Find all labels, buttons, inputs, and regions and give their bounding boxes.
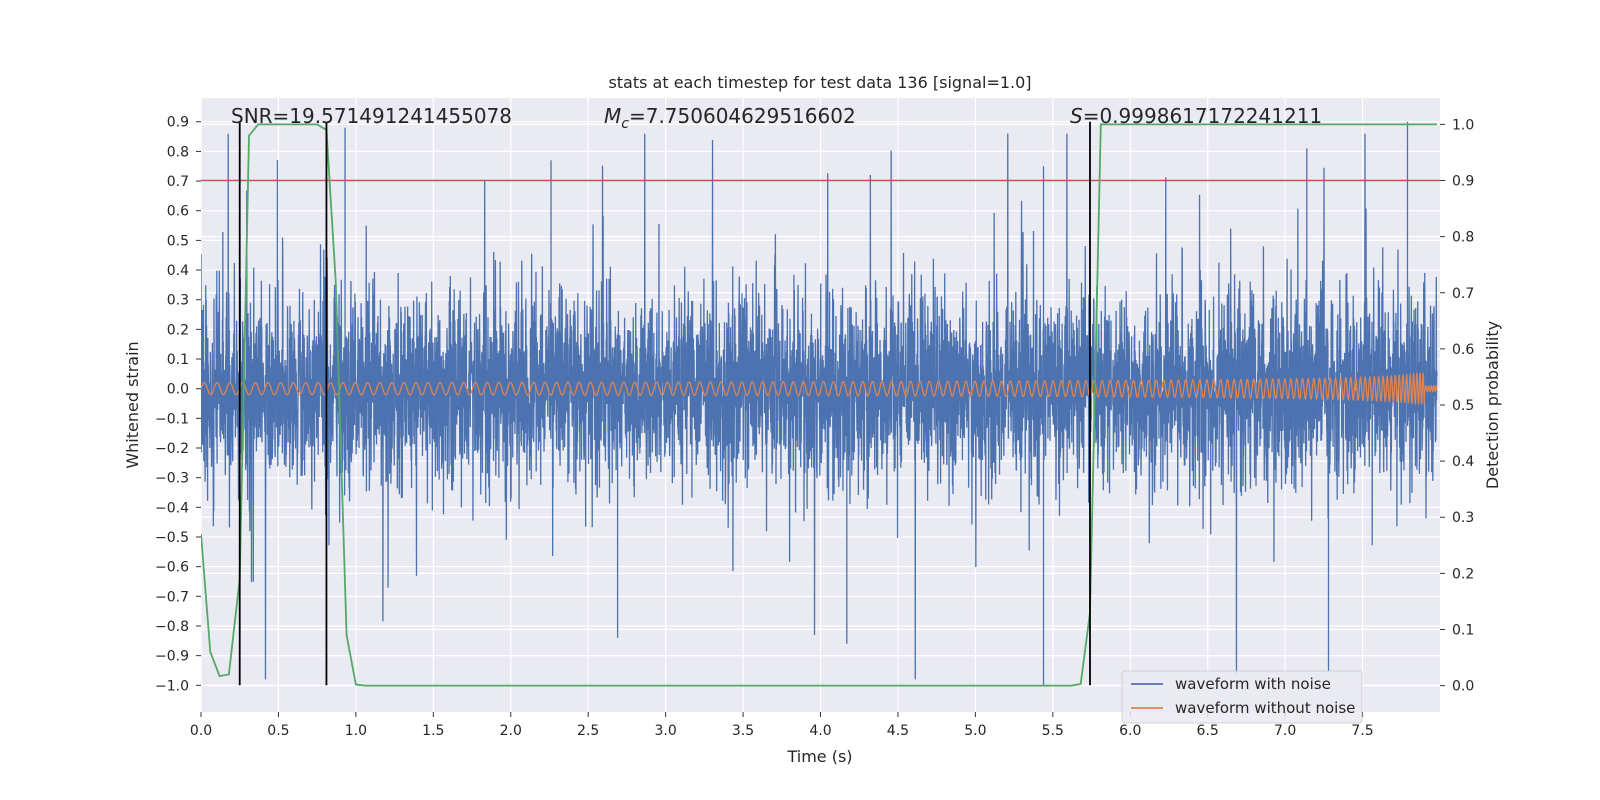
x-tick-label: 4.5 — [887, 723, 909, 739]
x-tick-label: 6.0 — [1119, 723, 1141, 739]
y-tick-label-left: −0.2 — [155, 441, 189, 457]
statistic-annotation: S=0.9998617172241211 — [1070, 104, 1322, 128]
y-tick-label-left: 0.4 — [167, 263, 189, 279]
y-tick-label-left: 0.7 — [167, 174, 189, 190]
series-line-waveform-without-noise — [201, 371, 1438, 406]
y-tick-label-left: 0.3 — [167, 293, 189, 309]
y-tick-label-right: 0.7 — [1452, 286, 1474, 302]
y-tick-label-right: 0.6 — [1452, 342, 1474, 358]
y-tick-label-right: 0.3 — [1452, 510, 1474, 526]
y-axis-label-right: Detection probability — [1483, 321, 1502, 489]
plot-area — [201, 121, 1440, 687]
x-tick-label: 0.0 — [190, 723, 212, 739]
y-tick-label-left: −0.1 — [155, 411, 189, 427]
legend: waveform with noise waveform without noi… — [1121, 670, 1363, 724]
chirp-mass-subscript: c — [621, 116, 629, 132]
chirp-mass-symbol: M — [604, 104, 621, 128]
y-tick-label-right: 0.0 — [1452, 679, 1474, 695]
y-tick-label-right: 0.8 — [1452, 230, 1474, 246]
chirp-mass-annotation: Mc=7.750604629516602 — [604, 104, 856, 132]
y-tick-label-left: −1.0 — [155, 678, 189, 694]
ticks: 0.0 0.5 1.0 1.5 2.0 2.5 3.0 3.5 4.0 4.5 5.0 5.5 6.0 6… — [155, 115, 1474, 739]
x-tick-label: 7.0 — [1274, 723, 1296, 739]
y-tick-label-left: −0.7 — [155, 589, 189, 605]
snr-annotation: SNR=19.571491241455078 — [231, 104, 512, 128]
legend-label-clean: waveform without noise — [1175, 699, 1355, 717]
y-tick-label-left: −0.3 — [155, 471, 189, 487]
series-line-waveform-with-noise — [201, 121, 1438, 686]
x-tick-label: 0.5 — [267, 723, 289, 739]
y-tick-label-right: 0.4 — [1452, 454, 1474, 470]
y-tick-label-left: −0.4 — [155, 500, 189, 516]
x-tick-label: 3.0 — [654, 723, 676, 739]
y-tick-label-right: 0.1 — [1452, 622, 1474, 638]
statistic-symbol: S — [1070, 104, 1083, 128]
y-tick-label-left: 0.2 — [167, 322, 189, 338]
x-axis-label: Time (s) — [786, 747, 852, 766]
x-tick-label: 7.5 — [1351, 723, 1373, 739]
y-tick-label-left: −0.6 — [155, 560, 189, 576]
y-tick-label-right: 1.0 — [1452, 117, 1474, 133]
x-tick-label: 5.5 — [1042, 723, 1064, 739]
y-tick-label-left: 0.5 — [167, 233, 189, 249]
x-tick-label: 2.5 — [577, 723, 599, 739]
y-tick-label-left: 0.6 — [167, 204, 189, 220]
y-axis-label-left: Whitened strain — [123, 341, 142, 468]
y-tick-label-left: −0.9 — [155, 649, 189, 665]
x-tick-label: 4.0 — [809, 723, 831, 739]
y-tick-label-left: −0.8 — [155, 619, 189, 635]
y-tick-label-left: −0.5 — [155, 530, 189, 546]
y-tick-label-left: 0.1 — [167, 352, 189, 368]
x-tick-label: 1.5 — [422, 723, 444, 739]
y-tick-label-right: 0.9 — [1452, 174, 1474, 190]
x-tick-label: 1.0 — [345, 723, 367, 739]
y-tick-label-left: 0.0 — [167, 382, 189, 398]
x-tick-label: 6.5 — [1197, 723, 1219, 739]
x-tick-label: 5.0 — [964, 723, 986, 739]
chart-title: stats at each timestep for test data 136… — [608, 73, 1031, 92]
legend-label-noise: waveform with noise — [1175, 675, 1331, 693]
statistic-value: =0.9998617172241211 — [1083, 104, 1322, 128]
y-tick-label-right: 0.2 — [1452, 566, 1474, 582]
y-tick-label-right: 0.5 — [1452, 398, 1474, 414]
x-tick-label: 3.5 — [732, 723, 754, 739]
chirp-mass-value: =7.750604629516602 — [629, 104, 856, 128]
y-tick-label-left: 0.8 — [167, 144, 189, 160]
y-tick-label-left: 0.9 — [167, 115, 189, 131]
legend-box — [1121, 670, 1363, 724]
x-tick-label: 2.0 — [500, 723, 522, 739]
